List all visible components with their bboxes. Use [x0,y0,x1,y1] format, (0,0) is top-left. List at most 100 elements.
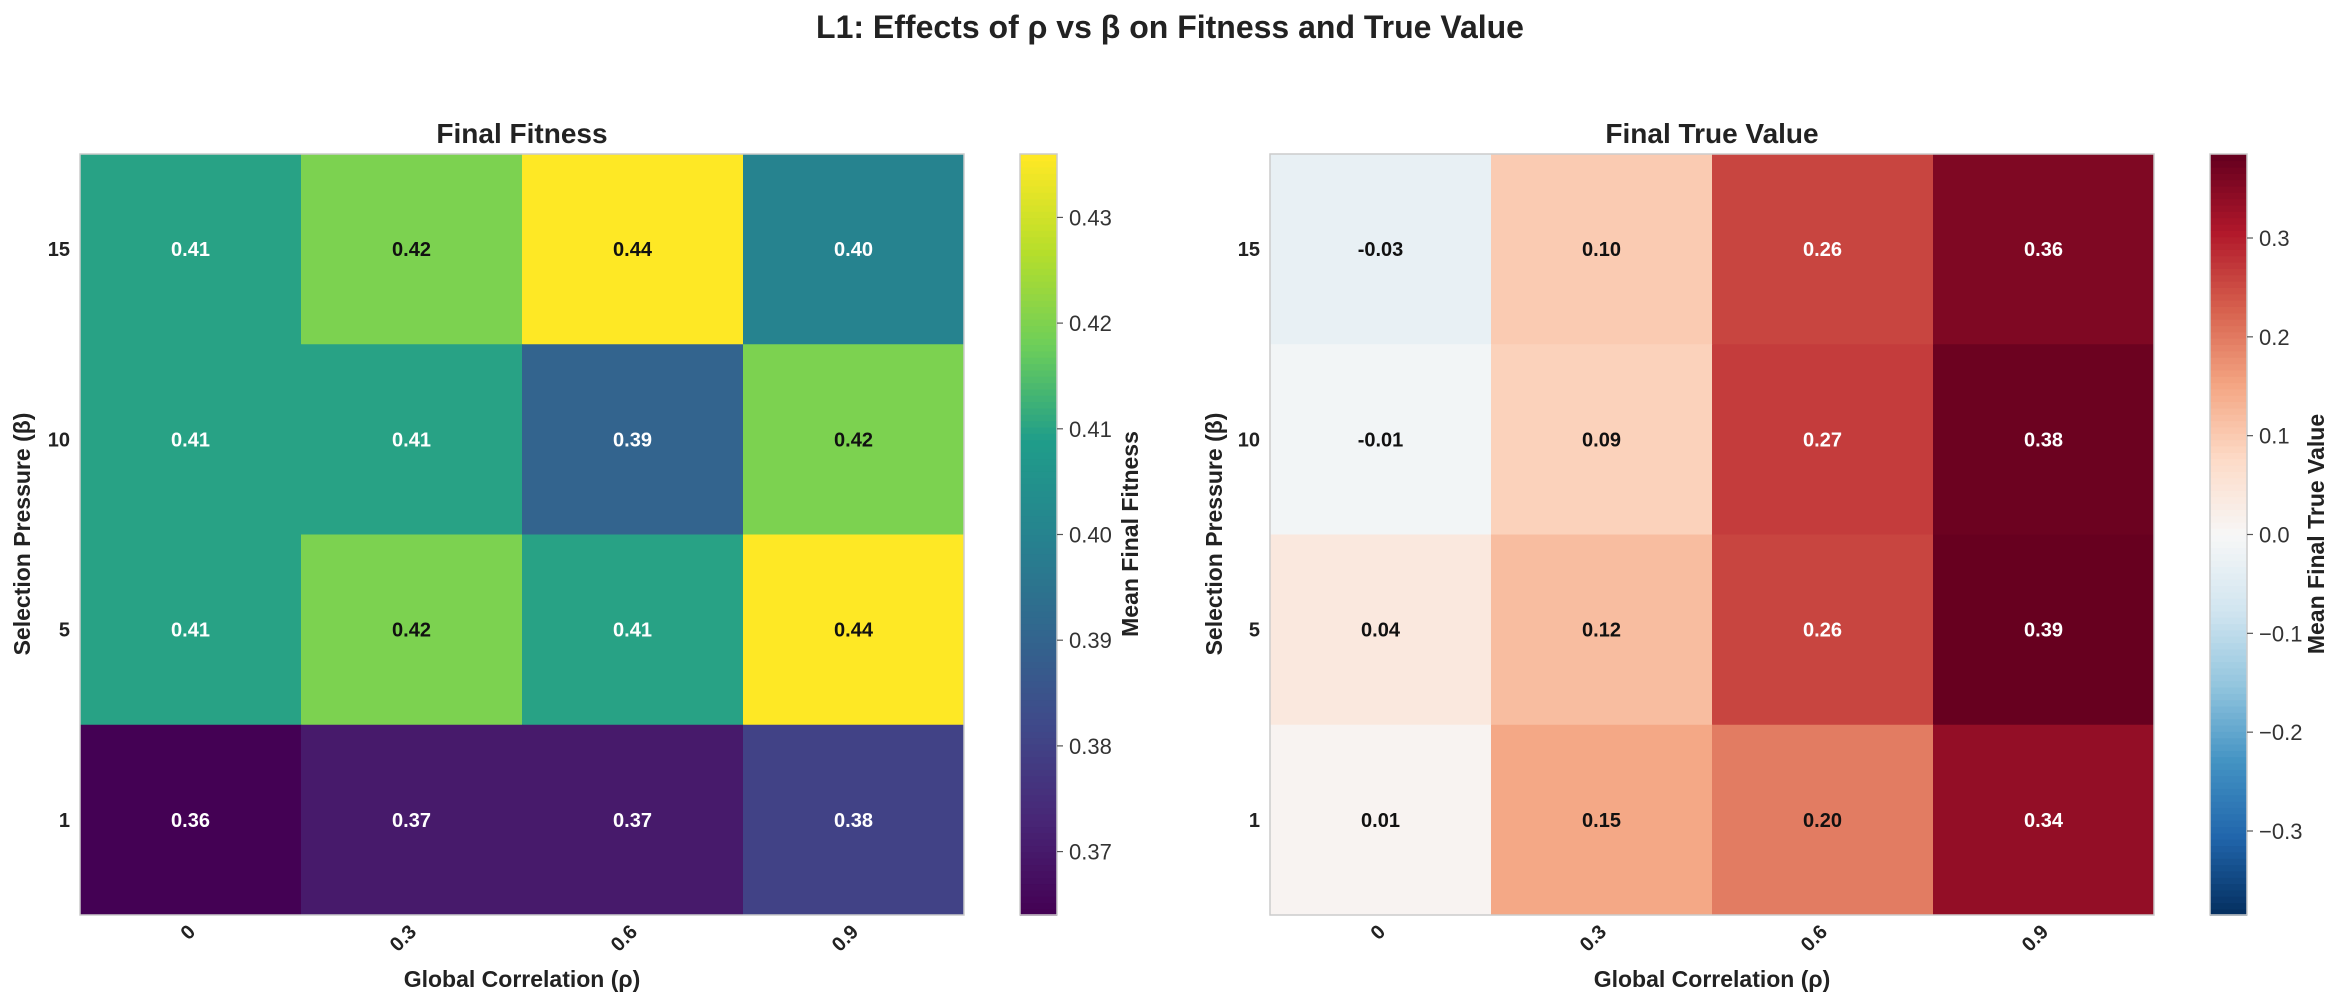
true-value-colorbar-segment [2210,268,2247,276]
true-value-cell-r0-c2 [1712,154,1934,345]
fitness-colorbar-segment [1020,401,1057,409]
true-value-colorbar-segment [2210,807,2247,815]
fitness-cell-label: 0.44 [834,620,874,642]
fitness-colorbar-label: Mean Final Fitness [1117,431,1143,637]
fitness-colorbar-segment [1020,363,1057,371]
true-value-colorbar-segment [2210,566,2247,574]
fitness-colorbar-segment [1020,388,1057,396]
fitness-colorbar-segment [1020,236,1057,244]
true-value-cell-label: 0.38 [2024,429,2063,451]
fitness-colorbar-segment [1020,578,1057,587]
true-value-colorbar-tick-label: 0.0 [2259,523,2290,548]
fitness-colorbar-segment [1020,173,1057,181]
fitness-colorbar-segment [1020,356,1057,365]
true-value-colorbar-segment [2210,832,2247,840]
fitness-y-ticks: 15 10 5 1 [48,239,70,832]
fitness-colorbar-segment [1020,553,1057,561]
true-value-x-axis-label: Global Correlation (ρ) [1594,966,1831,992]
true-value-colorbar-segment [2210,394,2247,403]
true-value-colorbar-segment [2210,578,2247,587]
true-value-colorbar-segment [2210,743,2247,751]
true-value-colorbar-segment [2210,718,2247,726]
fitness-colorbar-segment [1020,591,1057,599]
true-value-colorbar-segment [2210,464,2247,472]
fitness-colorbar-segment [1020,420,1057,428]
fitness-colorbar-segment [1020,902,1057,910]
fitness-colorbar-segment [1020,642,1057,650]
fitness-colorbar-segment [1020,306,1057,314]
true-value-y-tick-label: 1 [1249,810,1260,832]
true-value-colorbar-segment [2210,363,2247,371]
true-value-colorbar-segment [2210,306,2247,314]
true-value-colorbar-segment [2210,724,2247,732]
fitness-colorbar-segment [1020,261,1057,269]
true-value-colorbar-segment [2210,610,2247,618]
true-value-colorbar-segment [2210,838,2247,847]
true-value-cell-label: 0.12 [1582,620,1621,642]
true-value-colorbar-segment [2210,876,2247,885]
true-value-colorbar-segment [2210,623,2247,631]
true-value-colorbar-segment [2210,547,2247,555]
true-value-colorbar-segment [2210,667,2247,675]
fitness-cell-label: 0.42 [392,239,431,261]
true-value-heatmap-frame [1269,153,2155,916]
fitness-colorbar-segment [1020,750,1057,758]
true-value-colorbar-segment [2210,166,2247,174]
fitness-colorbar-segment [1020,445,1057,453]
true-value-colorbar-segment [2210,337,2247,346]
fitness-colorbar-segment [1020,731,1057,739]
true-value-colorbar-segment [2210,642,2247,650]
fitness-colorbar-segment [1020,699,1057,707]
true-value-colorbar-segment [2210,591,2247,599]
fitness-colorbar-segment [1020,674,1057,682]
true-value-colorbar-segment [2210,794,2247,802]
fitness-colorbar-segment [1020,737,1057,745]
fitness-colorbar-segment [1020,483,1057,491]
fitness-cell-r2-c0 [80,534,302,726]
true-value-colorbar-segment [2210,895,2247,904]
fitness-cell-r3-c2 [522,724,744,916]
true-value-colorbar-segment [2210,635,2247,644]
true-value-colorbar-segment [2210,788,2247,796]
fitness-cell-label: 0.41 [392,429,431,451]
fitness-colorbar-segment [1020,566,1057,574]
true-value-cell-label: 0.15 [1582,810,1621,832]
fitness-colorbar-segment [1020,807,1057,815]
true-value-colorbar-tick-label: 0.1 [2259,424,2290,449]
fitness-colorbar-segment [1020,788,1057,796]
fitness-colorbar-segment [1020,845,1057,853]
true-value-colorbar-segment [2210,521,2247,529]
true-value-colorbar-segment [2210,496,2247,504]
true-value-colorbar-segment [2210,185,2247,193]
true-value-cell-r1-c2 [1712,344,1934,535]
fitness-cell-label: 0.41 [171,429,210,451]
true-value-colorbar-segment [2210,249,2247,257]
fitness-colorbar-segment [1020,635,1057,644]
fitness-colorbar-segment [1020,496,1057,504]
true-value-colorbar-segment [2210,299,2247,307]
fitness-colorbar-segment [1020,426,1057,434]
fitness-colorbar-segment [1020,249,1057,257]
true-value-colorbar-segment [2210,160,2247,168]
true-value-colorbar-segment [2210,325,2247,333]
true-value-colorbar-segment [2210,458,2247,466]
fitness-colorbar-segment [1020,813,1057,821]
fitness-cell-label: 0.41 [171,620,210,642]
fitness-colorbar-tick-label: 0.37 [1069,840,1112,865]
true-value-colorbar-segment [2210,889,2247,897]
fitness-cell-r1-c3 [743,344,965,535]
true-value-colorbar-segment [2210,477,2247,485]
true-value-colorbar-segment [2210,388,2247,396]
fitness-colorbar-segment [1020,705,1057,713]
fitness-cell-r3-c1 [301,724,523,916]
fitness-heatmap-panel: Final Fitness 0.41 0.42 0.44 0.400.41 0.41 0.… [9,118,1143,992]
fitness-cell-r1-c2 [522,344,744,535]
fitness-cell-r3-c0 [80,724,302,916]
true-value-cell-label: 0.26 [1803,239,1842,261]
fitness-x-tick-label: 0.9 [828,921,863,956]
fitness-colorbar-segment [1020,230,1057,238]
true-value-colorbar-tick-label: 0.2 [2259,325,2290,350]
true-value-colorbar-segment [2210,908,2247,916]
true-value-cell-r3-c0 [1270,724,1492,916]
